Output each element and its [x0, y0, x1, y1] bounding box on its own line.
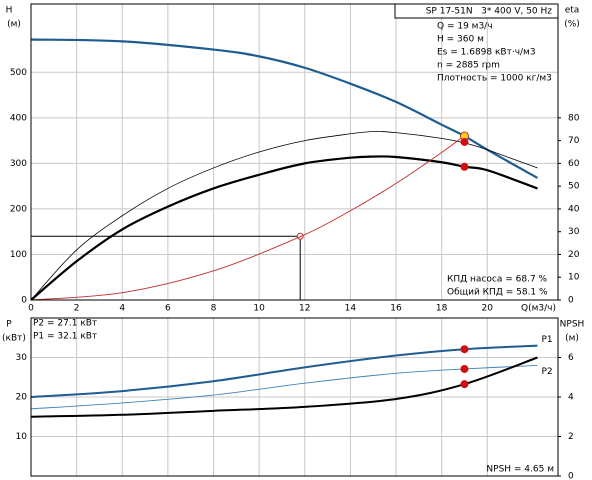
y2-tick-label: 70 [568, 136, 580, 146]
x-axis-label: Q(м3/ч) [521, 304, 556, 314]
x-tick-label: 6 [165, 304, 171, 314]
plot-frame [30, 3, 559, 301]
info-line: Плотность = 1000 кг/м3 [437, 74, 552, 84]
operating-point [460, 380, 469, 389]
title: SP 17-51N 3* 400 V, 50 Hz [426, 7, 553, 17]
y2-tick-label: 6 [568, 353, 574, 363]
x-tick-label: 0 [28, 304, 34, 314]
operating-point [460, 162, 469, 171]
info-line: Es = 1.6898 кВт·ч/м3 [437, 48, 536, 58]
curve-label: P2 [541, 367, 552, 377]
y-axis-label: H [6, 6, 13, 16]
y-axis-unit: (кВт) [2, 334, 26, 344]
y2-tick-label: 0 [568, 296, 574, 306]
y2-axis-label: NPSH [560, 320, 585, 330]
info-line: n = 2885 rpm [437, 61, 500, 71]
y-tick-label: 0 [21, 296, 27, 306]
info-line: H = 360 м [437, 35, 484, 45]
y2-tick-label: 20 [568, 250, 580, 260]
x-tick-label: 16 [390, 304, 402, 314]
y-tick-label: 400 [10, 113, 27, 123]
curve-label: P1 [541, 335, 552, 345]
y2-tick-label: 10 [568, 273, 580, 283]
x-tick-label: 14 [345, 304, 357, 314]
y-tick-label: 10 [16, 432, 28, 442]
y-tick-label: 20 [16, 393, 28, 403]
y-tick-label: 500 [10, 68, 27, 78]
x-tick-label: 4 [119, 304, 125, 314]
y2-tick-label: 30 [568, 227, 580, 237]
x-tick-label: 8 [211, 304, 217, 314]
y2-tick-label: 2 [568, 432, 574, 442]
operating-point [460, 345, 469, 354]
curve [30, 135, 465, 301]
title-box [394, 3, 559, 19]
info-line: P2 = 27.1 кВт [33, 319, 97, 329]
y2-axis-label: eta [565, 6, 580, 16]
npsh-note: NPSH = 4.65 м [486, 465, 554, 475]
x-tick-label: 18 [436, 304, 448, 314]
x-tick-label: 10 [253, 304, 265, 314]
x-tick-label: 2 [74, 304, 80, 314]
y2-tick-label: 40 [568, 204, 580, 214]
y-axis-unit: (м) [7, 20, 21, 30]
curve [30, 38, 539, 179]
y-tick-label: 300 [10, 159, 27, 169]
y-tick-label: 100 [10, 250, 27, 260]
y2-tick-label: 80 [568, 113, 580, 123]
efficiency-note: Общий КПД = 58.1 % [447, 288, 548, 298]
y-axis-label: P [6, 320, 12, 330]
plot-area [31, 4, 558, 300]
y-tick-label: 30 [16, 353, 28, 363]
info-line: Q = 19 м3/ч [437, 22, 493, 32]
x-tick-label: 12 [299, 304, 310, 314]
x-tick-label: 20 [482, 304, 494, 314]
y2-tick-label: 0 [568, 472, 574, 480]
operating-point [460, 364, 469, 373]
y2-tick-label: 50 [568, 182, 580, 192]
y2-tick-label: 4 [568, 393, 574, 403]
y-tick-label: 200 [10, 204, 27, 214]
operating-point [460, 137, 469, 146]
efficiency-note: КПД насоса = 68.7 % [447, 275, 548, 285]
y2-axis-unit: (м) [565, 334, 579, 344]
plot-frame [30, 317, 559, 477]
info-line: P1 = 32.1 кВт [33, 332, 97, 342]
y2-tick-label: 60 [568, 159, 580, 169]
y2-axis-unit: (%) [564, 20, 580, 30]
